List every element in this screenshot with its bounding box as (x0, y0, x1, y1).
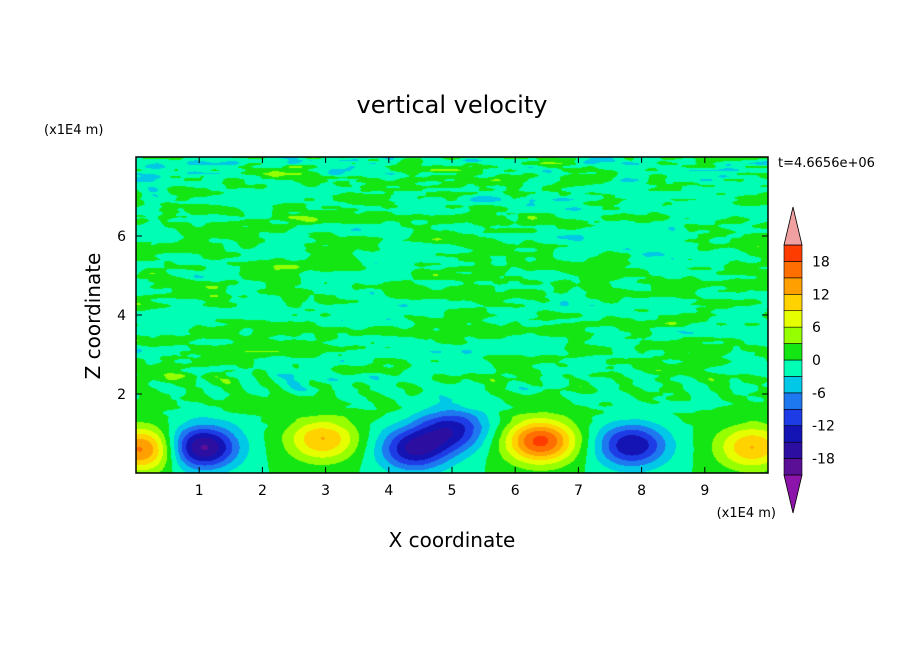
x-tick-label: 1 (195, 483, 204, 499)
colorbar-swatch (783, 261, 803, 279)
x-axis: 1 2 3 4 5 6 7 8 9 (195, 157, 709, 499)
colorbar-tick-label: 18 (812, 254, 830, 270)
colorbar-tick-label: -18 (812, 452, 835, 468)
velocity-field (136, 157, 768, 473)
y-tick-label: 2 (117, 387, 126, 403)
colorbar-swatch (783, 359, 803, 377)
x-tick-label: 8 (637, 483, 646, 499)
y-axis-label: Z coordinate (81, 253, 105, 380)
colorbar-swatch (783, 408, 803, 427)
colorbar-swatch (783, 310, 803, 328)
colorbar-swatch (783, 244, 803, 262)
x-tick-label: 5 (448, 483, 457, 499)
y-axis: 2 4 6 (117, 229, 768, 403)
colorbar-swatch (783, 376, 803, 394)
x-tick-label: 3 (321, 483, 330, 499)
y-tick-label: 6 (117, 229, 126, 245)
colorbar-tick-label: -12 (812, 419, 835, 435)
colorbar-swatch (783, 458, 803, 476)
colorbar-swatch (783, 343, 803, 361)
colorbar-over-arrow (783, 206, 803, 246)
colorbar: 18 12 6 0 -6 -12 -18 (783, 206, 835, 514)
time-label: t=4.6656e+06 (778, 156, 875, 171)
x-tick-label: 9 (700, 483, 709, 499)
colorbar-swatch (783, 326, 803, 344)
colorbar-tick-label: -6 (812, 386, 826, 402)
x-axis-label: X coordinate (389, 528, 516, 552)
plot-area (135, 156, 769, 474)
y-tick-label: 4 (117, 308, 126, 324)
colorbar-swatch (783, 293, 803, 312)
x-tick-label: 7 (574, 483, 583, 499)
colorbar-swatch (783, 425, 803, 443)
colorbar-under-arrow (783, 474, 803, 514)
x-unit-label: (x1E4 m) (717, 506, 776, 521)
x-tick-label: 2 (258, 483, 267, 499)
x-tick-label: 6 (511, 483, 520, 499)
colorbar-swatch (783, 277, 803, 295)
colorbar-swatch (783, 392, 803, 410)
colorbar-tick-label: 0 (812, 353, 821, 369)
x-tick-label: 4 (384, 483, 393, 499)
colorbar-tick-label: 12 (812, 287, 830, 303)
colorbar-tick-label: 6 (812, 320, 821, 336)
y-unit-label: (x1E4 m) (44, 123, 103, 138)
colorbar-swatch (783, 441, 803, 459)
chart-title: vertical velocity (357, 91, 548, 119)
